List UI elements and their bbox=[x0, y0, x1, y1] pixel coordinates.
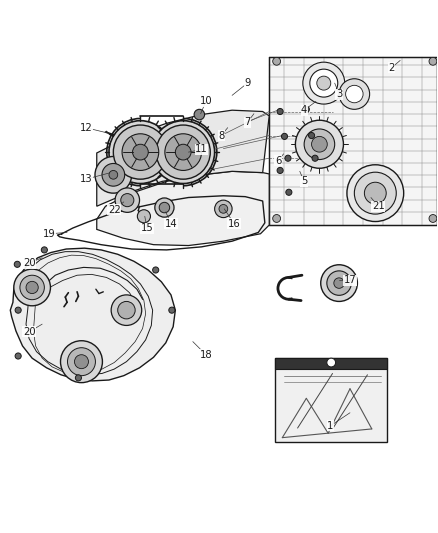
Circle shape bbox=[429, 215, 437, 222]
Circle shape bbox=[304, 129, 335, 159]
Circle shape bbox=[354, 172, 396, 214]
Text: 16: 16 bbox=[228, 219, 240, 229]
Polygon shape bbox=[269, 57, 437, 225]
Circle shape bbox=[111, 295, 142, 326]
Circle shape bbox=[303, 62, 345, 104]
Circle shape bbox=[133, 144, 148, 160]
Text: 17: 17 bbox=[343, 276, 357, 286]
Polygon shape bbox=[275, 358, 387, 369]
Circle shape bbox=[312, 155, 318, 161]
Circle shape bbox=[156, 125, 210, 179]
Text: 1: 1 bbox=[327, 421, 333, 431]
Circle shape bbox=[115, 188, 140, 212]
Circle shape bbox=[277, 108, 283, 115]
Circle shape bbox=[273, 215, 281, 222]
Circle shape bbox=[327, 271, 351, 295]
Circle shape bbox=[295, 120, 343, 168]
Circle shape bbox=[118, 302, 135, 319]
Text: 4: 4 bbox=[301, 105, 307, 115]
Circle shape bbox=[26, 281, 38, 294]
Circle shape bbox=[347, 165, 404, 222]
Circle shape bbox=[75, 375, 81, 381]
Circle shape bbox=[273, 58, 281, 65]
Circle shape bbox=[175, 144, 191, 160]
Circle shape bbox=[303, 106, 309, 112]
Text: 5: 5 bbox=[301, 176, 307, 187]
Circle shape bbox=[219, 205, 228, 213]
Circle shape bbox=[138, 210, 150, 223]
Circle shape bbox=[308, 133, 314, 139]
Circle shape bbox=[15, 307, 21, 313]
Circle shape bbox=[282, 133, 288, 140]
Text: 19: 19 bbox=[43, 229, 56, 239]
Text: 21: 21 bbox=[372, 201, 385, 211]
Text: 9: 9 bbox=[244, 78, 251, 88]
Circle shape bbox=[286, 189, 292, 195]
Circle shape bbox=[41, 247, 47, 253]
Text: 18: 18 bbox=[200, 350, 212, 360]
Circle shape bbox=[60, 341, 102, 383]
Circle shape bbox=[14, 261, 20, 268]
Circle shape bbox=[109, 120, 172, 183]
Text: 13: 13 bbox=[80, 174, 92, 184]
Circle shape bbox=[215, 200, 232, 217]
Circle shape bbox=[327, 358, 336, 367]
Circle shape bbox=[346, 85, 363, 103]
Circle shape bbox=[14, 269, 50, 306]
Circle shape bbox=[95, 157, 132, 193]
Circle shape bbox=[364, 182, 386, 204]
Text: 15: 15 bbox=[141, 223, 153, 233]
Circle shape bbox=[121, 193, 134, 207]
Text: 6: 6 bbox=[275, 156, 281, 166]
Polygon shape bbox=[11, 248, 175, 381]
Circle shape bbox=[113, 125, 167, 179]
Text: 14: 14 bbox=[165, 219, 177, 229]
Text: 20: 20 bbox=[23, 258, 35, 268]
Circle shape bbox=[74, 354, 88, 369]
Circle shape bbox=[339, 79, 370, 109]
Circle shape bbox=[152, 120, 215, 183]
Circle shape bbox=[122, 134, 159, 171]
Circle shape bbox=[109, 171, 118, 179]
Circle shape bbox=[152, 267, 159, 273]
Circle shape bbox=[429, 58, 437, 65]
Text: 11: 11 bbox=[195, 144, 208, 155]
Text: 3: 3 bbox=[336, 89, 342, 99]
Circle shape bbox=[67, 348, 95, 376]
Text: 20: 20 bbox=[23, 327, 35, 337]
Circle shape bbox=[310, 69, 338, 97]
Circle shape bbox=[334, 278, 344, 288]
Text: 8: 8 bbox=[218, 131, 224, 141]
Text: 2: 2 bbox=[388, 63, 395, 73]
Circle shape bbox=[194, 109, 205, 120]
Circle shape bbox=[321, 265, 357, 302]
Circle shape bbox=[155, 198, 174, 217]
Circle shape bbox=[311, 136, 327, 152]
Polygon shape bbox=[275, 358, 387, 442]
Circle shape bbox=[20, 275, 44, 300]
Circle shape bbox=[165, 134, 201, 171]
Circle shape bbox=[169, 307, 175, 313]
Text: 10: 10 bbox=[200, 96, 212, 107]
Circle shape bbox=[15, 353, 21, 359]
Text: 7: 7 bbox=[244, 117, 251, 127]
Polygon shape bbox=[97, 171, 269, 246]
Circle shape bbox=[102, 164, 125, 186]
Circle shape bbox=[277, 167, 283, 174]
Circle shape bbox=[159, 203, 170, 213]
Circle shape bbox=[285, 155, 291, 161]
Circle shape bbox=[317, 76, 331, 90]
Text: 12: 12 bbox=[79, 123, 92, 133]
Polygon shape bbox=[97, 110, 269, 206]
Text: 22: 22 bbox=[108, 205, 120, 215]
